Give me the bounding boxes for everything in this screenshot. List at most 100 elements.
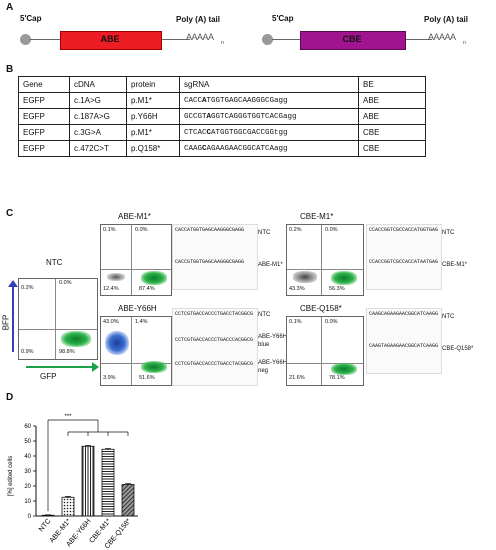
sgrna-cell: CTCACCATGGTGGCGACCGGtgg <box>179 124 359 141</box>
table-row: EGFP c.187A>G p.Y66H GCCGTAGGTCAGGGTGGTC… <box>18 108 426 125</box>
cdna-cell: c.1A>G <box>69 92 127 109</box>
base-editor-table: Gene cDNA protein sgRNA BE EGFP c.1A>G p… <box>18 76 426 157</box>
cbe-q158-q3: 21.6% <box>289 375 305 381</box>
gene-cell: EGFP <box>18 92 70 109</box>
be-cell: CBE <box>358 124 426 141</box>
sgrna-suffix: AGAAGAACGGCATCAagg <box>206 144 288 153</box>
gfp-arrowhead-icon <box>92 362 99 372</box>
abe-y66h-ntc-seq: CCTCGTGACCACCCTGACCTACGGCG <box>175 311 254 317</box>
sgrna-target-base: A <box>202 96 207 105</box>
ntc-q4: 98.8% <box>59 349 75 355</box>
abe-m1-gfp-population <box>141 271 167 285</box>
abe-m1-edit-seq: CACCGTGGTGAGCAAGGGCGAGG <box>175 259 245 265</box>
sgrna-cell: CACCATGGTGAGCAAGGGCGagg <box>179 92 359 109</box>
abe-m1-ntc-seq: CACCATGGTGAGCAAGGGCGAGG <box>175 227 245 233</box>
ntc-q1: 0.2% <box>21 285 34 291</box>
y-tick-label: 20 <box>24 484 31 490</box>
cbe-q158-edit-seq: CAAGTAGAAGAACGGCATCAAGG <box>369 343 439 349</box>
abe-y66h-q3: 3.9% <box>103 375 116 381</box>
bar-cbe-m1- <box>101 448 115 517</box>
ntc-flow-title: NTC <box>46 258 63 267</box>
table-row: EGFP c.1A>G p.M1* CACCATGGTGAGCAAGGGCGag… <box>18 92 426 109</box>
sgrna-target-base: C <box>206 128 212 137</box>
cbe-m1-gfp-population <box>331 271 357 285</box>
bfp-arrowhead-icon <box>8 280 18 287</box>
abe-m1-q4: 87.4% <box>139 286 155 292</box>
cbe-q158-q4: 78.1% <box>329 375 345 381</box>
panel-label-b: B <box>6 64 14 75</box>
cdna-cell: c.3G>A <box>69 124 127 141</box>
abe-y66h-chromatogram: CCTCGTGACCACCCTGACCTACGGCG CCTCGTGACCACC… <box>172 308 258 386</box>
abe-y66h-neg-label: ABE-Y66H <box>258 360 288 366</box>
abe-y66h-blue-seq: CCTCGTGACCACCCTGACCCACGGCG <box>175 337 254 343</box>
gene-cell: EGFP <box>18 108 70 125</box>
sgrna-prefix: CTCAC <box>184 128 207 137</box>
abe-y66h-ntc-label: NTC <box>258 312 271 318</box>
cbe-q158-flow-plot: 0.1% 0.0% 21.6% 78.1% <box>286 316 364 386</box>
gene-cell: EGFP <box>18 140 70 157</box>
chart-bars <box>41 445 135 517</box>
abe-y66h-flow-plot: 43.0% 1.4% 3.9% 51.6% <box>100 316 172 386</box>
abe-editor-box <box>60 31 162 50</box>
abe-y66h-flow-title: ABE-Y66H <box>118 304 157 313</box>
significance-label: *** <box>64 414 72 420</box>
cbe-m1-flow-plot: 0.2% 0.0% 43.3% 56.3% <box>286 224 364 296</box>
cbe-m1-q1: 0.2% <box>289 227 302 233</box>
be-cell: ABE <box>358 92 426 109</box>
cbe-q158-edit-label: CBE-Q158* <box>442 346 474 352</box>
table-header: Gene <box>18 76 70 93</box>
y-tick-label: 30 <box>24 469 31 475</box>
cbe-m1-q4: 56.3% <box>329 286 345 292</box>
cbe-cap-label: 5'Cap <box>272 14 294 23</box>
y-tick-label: 10 <box>24 499 31 505</box>
table-row: EGFP c.472C>T p.Q158* CAAGCAGAAGAACGGCAT… <box>18 140 426 157</box>
protein-cell: p.M1* <box>126 124 180 141</box>
cbe-m1-neg-population <box>293 271 317 283</box>
sgrna-prefix: CACC <box>184 96 203 105</box>
abe-y66h-bfp-population <box>105 331 129 355</box>
abe-m1-flow-plot: 0.1% 0.0% 12.4% 87.4% <box>100 224 172 296</box>
abe-m1-chromatogram: CACCATGGTGAGCAAGGGCGAGG CACCGTGGTGAGCAAG… <box>172 224 258 290</box>
sgrna-suffix: TGGTGAGCAAGGGCGagg <box>206 96 288 105</box>
cbe-construct: 5'Cap CBE Poly (A) tail AAAAA n <box>258 6 494 56</box>
sgrna-prefix: CAAG <box>184 144 203 153</box>
bar-abe-m1- <box>61 496 75 517</box>
protein-cell: p.Q158* <box>126 140 180 157</box>
y-tick-label: 0 <box>28 514 32 520</box>
cbe-tail-label: Poly (A) tail <box>424 15 469 24</box>
cbe-cap-circle <box>262 34 273 45</box>
abe-y66h-q1: 43.0% <box>103 319 119 325</box>
gene-cell: EGFP <box>18 124 70 141</box>
abe-y66h-blue-label-2: blue <box>258 342 270 348</box>
cbe-polya-n: n <box>463 40 467 46</box>
bfp-axis-arrow <box>12 284 14 352</box>
abe-polya-tail: AAAAA <box>186 32 214 42</box>
edited-cells-bar-chart: [%] edited cells 0 10 20 30 40 50 60 *** NTCAB… <box>8 414 138 550</box>
abe-y66h-q2: 1.4% <box>135 319 148 325</box>
sgrna-suffix: GGTCAGGGTGGTCACGagg <box>211 112 297 121</box>
table-header: sgRNA <box>179 76 359 93</box>
protein-cell: p.M1* <box>126 92 180 109</box>
ntc-q3: 0.9% <box>21 349 34 355</box>
ntc-flow-plot: 0.2% 0.0% 0.9% 98.8% <box>18 278 98 360</box>
sgrna-cell: GCCGTAGGTCAGGGTGGTCACGagg <box>179 108 359 125</box>
y-axis-label: [%] edited cells <box>8 456 14 496</box>
abe-y66h-neg-seq: CCTCGTGACCACCCTGACCTACGGCG <box>175 361 254 367</box>
sgrna-prefix: GCCGT <box>184 112 207 121</box>
panel-label-a: A <box>6 2 14 13</box>
abe-cap-label: 5'Cap <box>20 14 42 23</box>
ntc-gfp-population <box>61 331 91 347</box>
abe-m1-q3: 12.4% <box>103 286 119 292</box>
cdna-cell: c.472C>T <box>69 140 127 157</box>
panel-label-c: C <box>6 208 14 219</box>
y-tick-label: 40 <box>24 454 31 460</box>
y-tick-label: 60 <box>24 424 31 430</box>
abe-tail-label: Poly (A) tail <box>176 15 221 24</box>
abe-m1-q1: 0.1% <box>103 227 116 233</box>
gfp-axis-arrow <box>26 366 92 368</box>
cbe-editor-box <box>300 31 406 50</box>
sgrna-target-base: A <box>206 112 212 121</box>
x-tick-label: NTC <box>38 518 53 534</box>
cbe-q158-ntc-seq: CAAGCAGAAGAACGGCATCAAGG <box>369 311 439 317</box>
